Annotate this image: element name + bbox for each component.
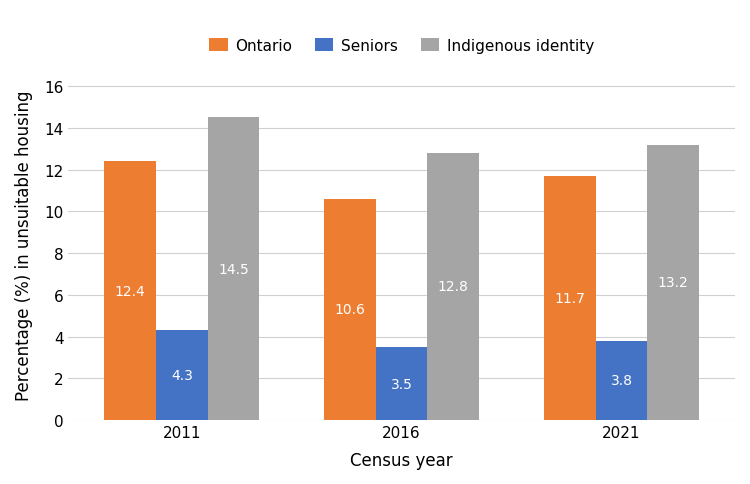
- Text: 3.8: 3.8: [610, 374, 632, 388]
- Text: 11.7: 11.7: [554, 291, 585, 305]
- Text: 13.2: 13.2: [658, 276, 688, 290]
- Legend: Ontario, Seniors, Indigenous identity: Ontario, Seniors, Indigenous identity: [203, 32, 600, 60]
- Bar: [156, 331, 208, 420]
- Text: 12.8: 12.8: [438, 280, 469, 294]
- Text: 12.4: 12.4: [115, 284, 146, 298]
- Text: 10.6: 10.6: [334, 303, 365, 317]
- X-axis label: Census year: Census year: [350, 451, 453, 469]
- Y-axis label: Percentage (%) in unsuitable housing: Percentage (%) in unsuitable housing: [15, 91, 33, 400]
- Text: 3.5: 3.5: [391, 377, 412, 391]
- Bar: [544, 177, 596, 420]
- Text: 14.5: 14.5: [218, 262, 249, 276]
- Bar: [208, 118, 260, 420]
- Bar: [647, 145, 699, 420]
- Bar: [104, 162, 156, 420]
- Bar: [376, 348, 427, 420]
- Bar: [596, 341, 647, 420]
- Text: 4.3: 4.3: [171, 368, 193, 382]
- Bar: [427, 153, 479, 420]
- Bar: [324, 199, 376, 420]
